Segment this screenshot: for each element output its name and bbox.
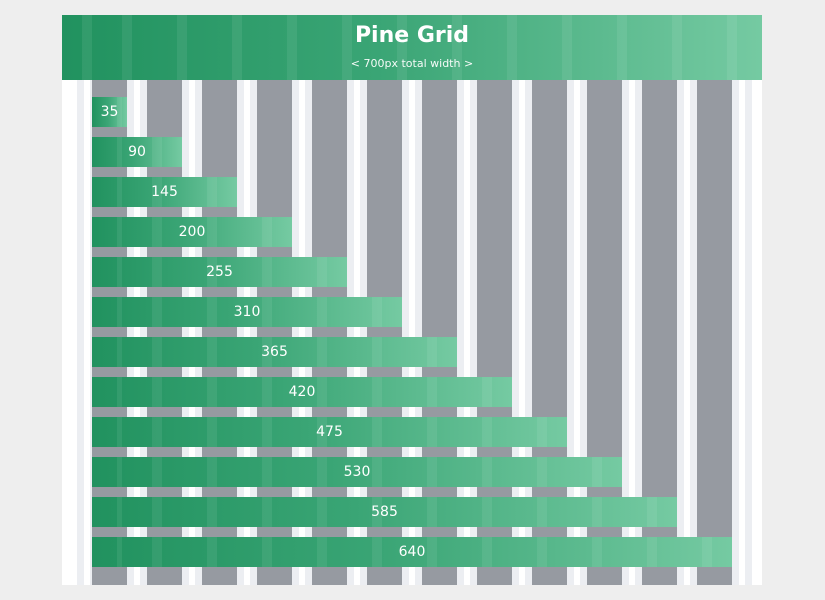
width-bar: 255 <box>92 257 347 287</box>
grid-gutter <box>732 80 752 585</box>
width-bar: 90 <box>92 137 182 167</box>
bar-width-label: 200 <box>178 224 206 240</box>
bar-width-label: 530 <box>343 464 371 480</box>
width-bar: 200 <box>92 217 292 247</box>
width-bar: 640 <box>92 537 732 567</box>
width-bar: 585 <box>92 497 677 527</box>
width-bar: 145 <box>92 177 237 207</box>
bar-width-label: 475 <box>316 424 343 440</box>
bar-width-label: 310 <box>233 304 261 320</box>
grid-gutter <box>622 80 642 585</box>
grid-panel: Pine Grid < 700px total width > 35 90 145 2… <box>62 15 762 585</box>
grid-gutter <box>677 80 697 585</box>
width-bar: 475 <box>92 417 567 447</box>
bar-width-label: 420 <box>288 384 316 400</box>
bar-width-label: 585 <box>371 504 398 520</box>
bar-list: 35 90 145 200 255 310 365 420 475 530 585 640 <box>62 15 762 585</box>
bar-width-label: 145 <box>151 184 178 200</box>
header-banner: Pine Grid < 700px total width > <box>62 15 762 80</box>
bar-width-label: 255 <box>206 264 233 280</box>
bar-width-label: 640 <box>398 544 426 560</box>
grid-column <box>697 80 732 585</box>
width-bar: 420 <box>92 377 512 407</box>
page-subtitle: < 700px total width > <box>350 57 474 70</box>
width-bar: 365 <box>92 337 457 367</box>
width-bar: 35 <box>92 97 127 127</box>
grid-gutter <box>77 80 92 585</box>
bar-width-label: 90 <box>128 144 146 160</box>
page-title: Pine Grid <box>354 23 470 48</box>
width-bar: 530 <box>92 457 622 487</box>
width-bar: 310 <box>92 297 402 327</box>
bar-width-label: 365 <box>261 344 288 360</box>
bar-width-label: 35 <box>100 104 119 120</box>
